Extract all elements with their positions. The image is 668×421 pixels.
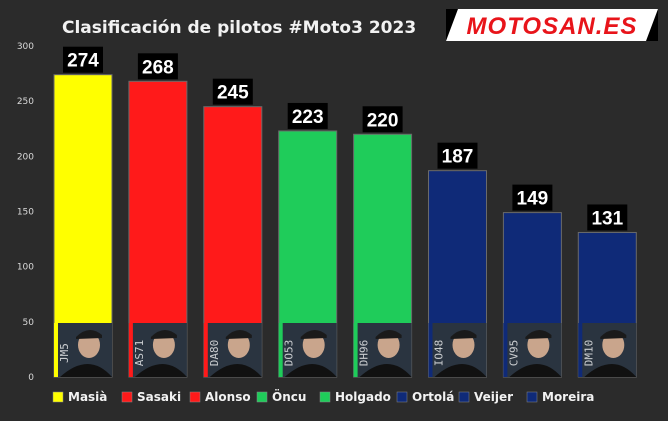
logo-text: MOTOSAN.ES [467,13,638,40]
legend-swatch [396,391,408,403]
rider-suit [134,364,187,377]
legend-swatch [256,391,268,403]
legend-label: Holgado [335,390,391,404]
rider-plate: DM10 [582,340,595,367]
data-label-box [137,53,178,80]
bar-group: DH96 220 [353,106,413,378]
y-tick-label: 0 [28,373,34,383]
legend-item: Moreira [526,390,594,404]
rider-cap [450,329,477,339]
rider-photo-accent [54,323,58,377]
legend-label: Masià [68,390,107,404]
legend-label: Moreira [542,390,594,404]
y-tick-label: 150 [17,208,34,218]
rider-plate: IO48 [433,340,446,367]
bar-group: IO48 187 [428,142,487,378]
rider-photo-accent [203,323,208,377]
rider-cap [525,329,552,339]
rider-suit [284,364,337,377]
data-label: 274 [67,51,99,72]
rider-suit [359,364,412,377]
rider-cap [225,329,252,339]
data-label: 131 [591,208,623,229]
legend-label: Veijer [474,390,513,404]
legend-swatch [52,391,64,403]
legend: Masià Sasaki Alonso Öncu Holgado Ortolá Veijer… [52,389,594,404]
logo-stripe-right [646,9,658,41]
legend-swatch [121,391,133,403]
rider-photo-accent [503,323,508,377]
rider-suit [60,364,112,377]
rider-suit [509,364,562,377]
data-label-box [437,142,478,169]
rider-plate: JM5 [58,343,71,363]
legend-swatch [526,391,538,403]
rider-plate: DO53 [283,340,296,367]
logo-background [446,9,658,41]
data-label: 245 [217,83,249,104]
y-tick-label: 50 [23,318,35,328]
legend-swatch [319,391,331,403]
legend-item: Öncu [256,389,306,404]
legend-item: Holgado [319,390,391,404]
bar-group: CV95 149 [502,184,562,378]
y-tick-label: 300 [17,42,34,52]
y-tick-label: 100 [17,263,34,273]
rider-cap [375,329,402,339]
legend-label: Alonso [205,390,251,404]
data-label-box [362,106,403,133]
data-label-box [212,78,253,105]
legend-swatch [458,391,470,403]
legend-item: Alonso [189,390,251,404]
rider-suit [209,364,262,377]
logo: MOTOSAN.ES [446,9,658,41]
rider-photo-accent [578,323,583,377]
bar-group: DO53 223 [278,102,338,378]
legend-item: Ortolá [396,390,454,404]
data-label-box [512,184,553,211]
data-label: 187 [442,147,474,168]
chart-title: Clasificación de pilotos #Moto3 2023 [62,18,416,38]
data-label: 268 [142,57,174,78]
legend-label: Öncu [272,389,306,404]
legend-item: Masià [52,390,107,404]
data-label: 149 [517,189,549,210]
legend-swatch [189,391,201,403]
data-label: 223 [292,107,324,128]
data-label: 220 [367,110,399,131]
bar-group: JM5 274 [53,46,113,378]
bar-group: DM10 131 [577,204,637,378]
rider-plate: DH96 [358,340,371,367]
y-tick-label: 250 [17,97,34,107]
bar-group: AS71 268 [128,53,188,378]
rider-cap [300,329,327,339]
bar-group: DA80 245 [203,78,263,378]
legend-label: Ortolá [412,390,454,404]
rider-suit [584,364,637,377]
data-label-box [587,204,628,231]
rider-photo-accent [278,323,283,377]
legend-label: Sasaki [137,390,181,404]
rider-cap [76,329,102,339]
bars: JM5 274 AS71 268 DA80 245 DO53 223 DH96 220 IO48 18… [53,46,637,378]
data-label-box [63,46,103,73]
logo-stripe-left [446,9,458,41]
y-tick-label: 200 [17,152,34,162]
rider-suit [434,364,487,377]
legend-item: Sasaki [121,390,181,404]
rider-plate: AS71 [133,340,146,367]
legend-item: Veijer [458,390,513,404]
rider-plate: DA80 [208,340,221,367]
rider-photo-accent [428,323,433,377]
rider-photo-accent [128,323,133,377]
rider-plate: CV95 [507,340,520,367]
rider-cap [150,329,177,339]
rider-cap [600,329,627,339]
rider-photo-accent [353,323,358,377]
y-axis: 0 50 100 150 200 250 300 [17,42,34,383]
data-label-box [287,102,328,129]
